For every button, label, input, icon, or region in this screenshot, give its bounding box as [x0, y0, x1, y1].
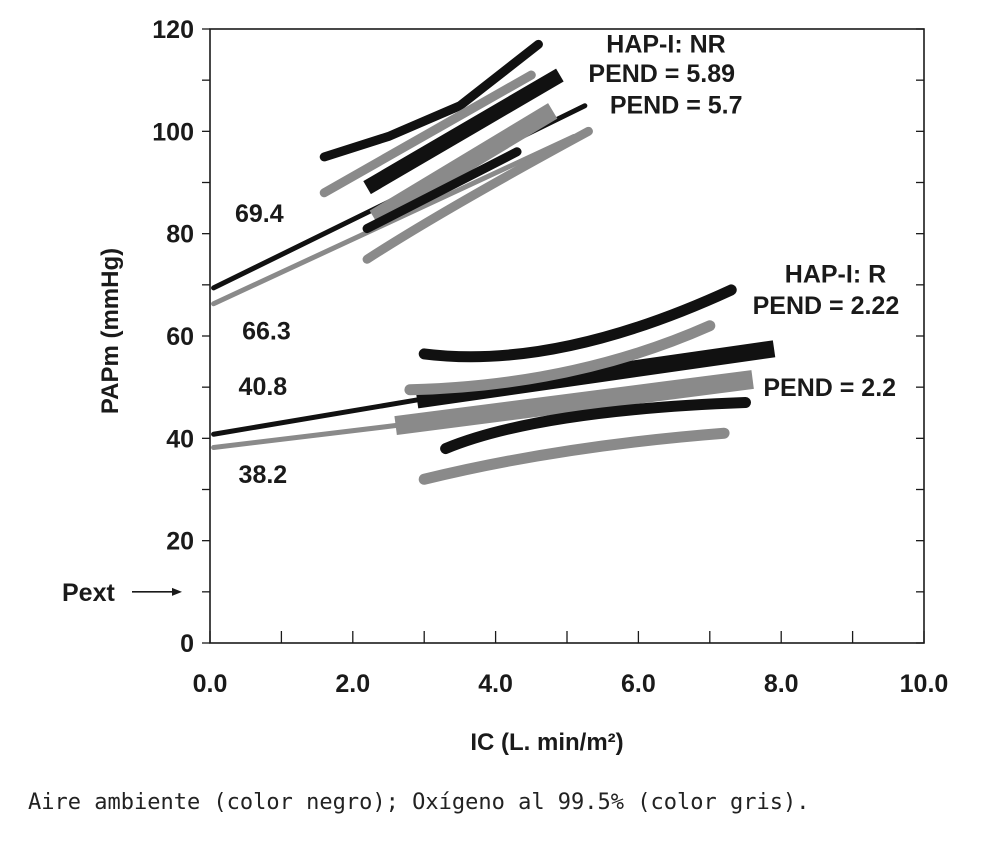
pext-marker: Pext	[62, 579, 182, 607]
x-tick-label: 8.0	[764, 670, 799, 698]
plot-lines	[211, 39, 776, 485]
series-line-7	[362, 147, 522, 234]
x-tick-label: 4.0	[478, 670, 513, 698]
series-line-13	[404, 320, 716, 396]
plot-frame	[209, 28, 925, 644]
x-tick-label: 6.0	[621, 670, 656, 698]
y-tick-label: 120	[152, 16, 194, 44]
x-tick-label: 2.0	[335, 670, 370, 698]
y-tick-label: 60	[166, 323, 194, 351]
annotation-label: 66.3	[242, 318, 291, 346]
y-tick-label: 0	[180, 630, 194, 658]
x-tick-label: 10.0	[900, 670, 949, 698]
series-line-3	[319, 39, 543, 162]
x-axis-label: IC (L. min/m²)	[470, 729, 623, 756]
series-line-16	[418, 427, 730, 485]
series-line-9	[211, 397, 420, 437]
series-line-11	[418, 284, 737, 363]
series-line-2	[211, 133, 577, 307]
series-line-10	[211, 423, 399, 451]
y-axis-label: PAPm (mmHg)	[97, 248, 124, 414]
y-tick-label: 20	[166, 528, 194, 556]
series-line-6	[369, 103, 558, 227]
series-line-14	[394, 370, 754, 435]
series-line-12	[415, 340, 776, 409]
annotation-label: PEND = 5.89	[588, 60, 735, 88]
pext-arrow-head	[172, 587, 182, 596]
series-line-8	[362, 126, 593, 264]
annotation-label: HAP-I: R	[785, 260, 886, 288]
pext-label: Pext	[62, 579, 115, 607]
y-tick-label: 100	[152, 118, 194, 146]
annotation-label: PEND = 5.7	[610, 91, 743, 119]
annotation-label: 69.4	[235, 200, 284, 228]
y-tick-label: 80	[166, 221, 194, 249]
y-tick-label: 40	[166, 425, 194, 453]
annotation-label: PEND = 2.22	[753, 292, 900, 320]
tick-labels: 0 20 40 60 80 100 120 0.0 2.0 4.0 6.0 8.0 10.0	[152, 16, 948, 698]
annotation-label: 38.2	[239, 461, 288, 489]
annotation-label: HAP-I: NR	[606, 31, 725, 59]
annotation-label: PEND = 2.2	[763, 374, 896, 402]
figure-caption: Aire ambiente (color negro); Oxígeno al …	[28, 790, 810, 815]
series-line-5	[319, 70, 536, 198]
series-line-15	[440, 397, 751, 455]
axes-frame	[202, 28, 925, 644]
x-tick-label: 0.0	[193, 670, 228, 698]
annotation-label: 40.8	[239, 373, 288, 401]
series-line-4	[363, 68, 564, 195]
